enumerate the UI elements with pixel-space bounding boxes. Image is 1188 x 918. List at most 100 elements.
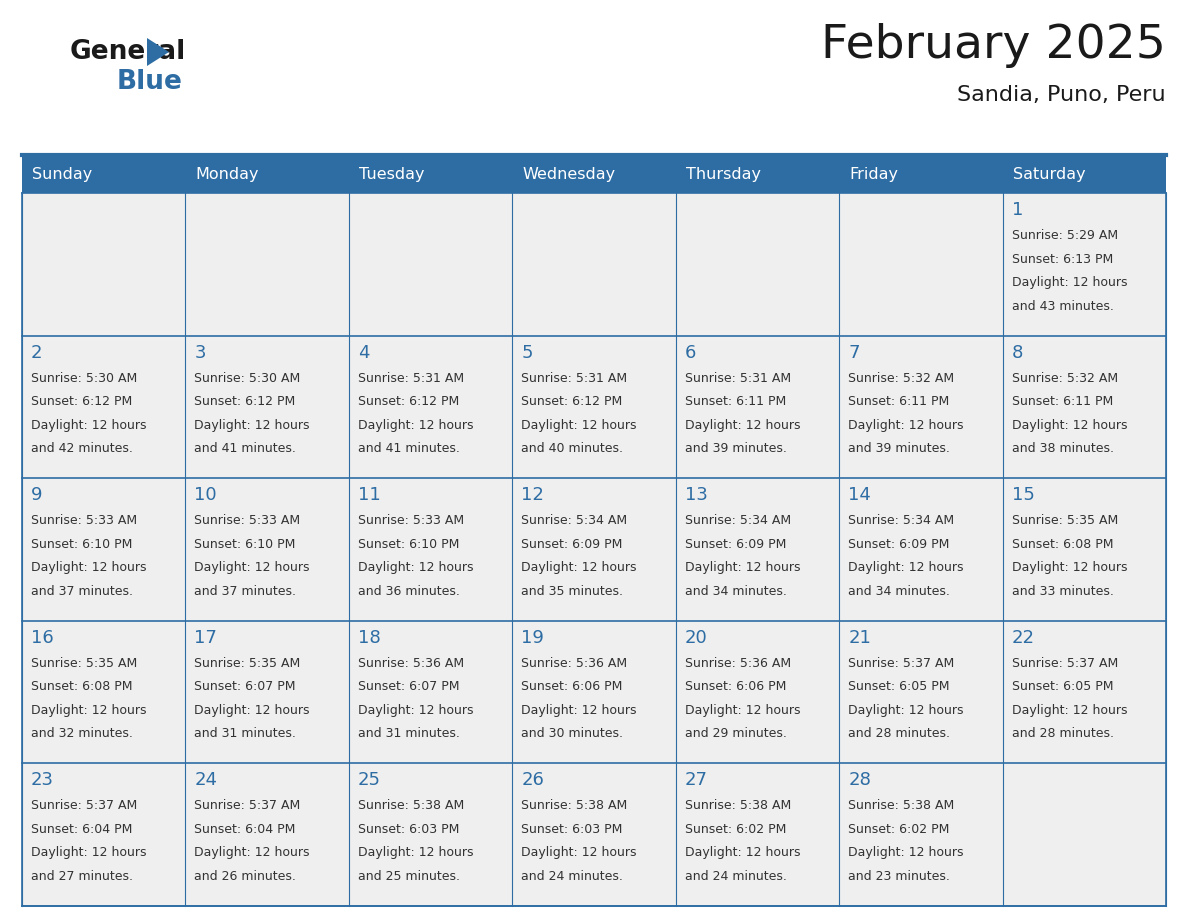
Bar <box>1003 764 1165 906</box>
Text: Sunset: 6:10 PM: Sunset: 6:10 PM <box>195 538 296 551</box>
Text: 23: 23 <box>31 771 53 789</box>
Text: 12: 12 <box>522 487 544 504</box>
Text: and 25 minutes.: and 25 minutes. <box>358 870 460 883</box>
Text: and 41 minutes.: and 41 minutes. <box>195 442 296 455</box>
Text: Sunrise: 5:37 AM: Sunrise: 5:37 AM <box>1011 656 1118 670</box>
Bar <box>676 478 839 621</box>
Text: Daylight: 12 hours: Daylight: 12 hours <box>1011 276 1127 289</box>
Text: 9: 9 <box>31 487 43 504</box>
Text: February 2025: February 2025 <box>821 23 1165 68</box>
Text: 28: 28 <box>848 771 871 789</box>
Text: Daylight: 12 hours: Daylight: 12 hours <box>358 419 473 431</box>
Bar <box>185 478 349 621</box>
Bar <box>349 193 512 336</box>
Text: Daylight: 12 hours: Daylight: 12 hours <box>1011 561 1127 575</box>
Text: Wednesday: Wednesday <box>523 166 615 182</box>
Text: and 41 minutes.: and 41 minutes. <box>358 442 460 455</box>
Text: Daylight: 12 hours: Daylight: 12 hours <box>195 419 310 431</box>
Text: Sunset: 6:10 PM: Sunset: 6:10 PM <box>358 538 460 551</box>
Text: and 34 minutes.: and 34 minutes. <box>684 585 786 598</box>
Text: Sunrise: 5:33 AM: Sunrise: 5:33 AM <box>195 514 301 527</box>
Text: Sunrise: 5:38 AM: Sunrise: 5:38 AM <box>358 800 465 812</box>
Text: Sunset: 6:04 PM: Sunset: 6:04 PM <box>195 823 296 836</box>
Text: and 29 minutes.: and 29 minutes. <box>684 727 786 741</box>
Text: Daylight: 12 hours: Daylight: 12 hours <box>195 704 310 717</box>
Text: and 36 minutes.: and 36 minutes. <box>358 585 460 598</box>
Text: Sunset: 6:06 PM: Sunset: 6:06 PM <box>684 680 786 693</box>
Text: Sunset: 6:12 PM: Sunset: 6:12 PM <box>195 395 296 409</box>
Text: 21: 21 <box>848 629 871 647</box>
Bar <box>349 621 512 764</box>
Text: Sunset: 6:11 PM: Sunset: 6:11 PM <box>848 395 949 409</box>
Text: Sunrise: 5:33 AM: Sunrise: 5:33 AM <box>31 514 137 527</box>
Text: and 39 minutes.: and 39 minutes. <box>848 442 950 455</box>
Bar <box>185 336 349 478</box>
Text: Sunrise: 5:34 AM: Sunrise: 5:34 AM <box>684 514 791 527</box>
Bar <box>23 336 185 478</box>
Text: and 34 minutes.: and 34 minutes. <box>848 585 950 598</box>
Text: Sunrise: 5:31 AM: Sunrise: 5:31 AM <box>522 372 627 385</box>
Text: Daylight: 12 hours: Daylight: 12 hours <box>31 561 146 575</box>
Text: Sunset: 6:03 PM: Sunset: 6:03 PM <box>522 823 623 836</box>
Text: Sunrise: 5:34 AM: Sunrise: 5:34 AM <box>848 514 954 527</box>
Bar <box>185 193 349 336</box>
Text: Sunrise: 5:36 AM: Sunrise: 5:36 AM <box>684 656 791 670</box>
Text: 25: 25 <box>358 771 381 789</box>
Text: Daylight: 12 hours: Daylight: 12 hours <box>848 846 963 859</box>
Bar <box>1003 478 1165 621</box>
Text: Daylight: 12 hours: Daylight: 12 hours <box>358 561 473 575</box>
Text: Sunset: 6:05 PM: Sunset: 6:05 PM <box>848 680 949 693</box>
Text: and 23 minutes.: and 23 minutes. <box>848 870 950 883</box>
Text: and 42 minutes.: and 42 minutes. <box>31 442 133 455</box>
Text: 16: 16 <box>31 629 53 647</box>
Text: Sunrise: 5:35 AM: Sunrise: 5:35 AM <box>1011 514 1118 527</box>
Text: Daylight: 12 hours: Daylight: 12 hours <box>848 561 963 575</box>
Text: Sunrise: 5:30 AM: Sunrise: 5:30 AM <box>31 372 138 385</box>
Bar <box>349 764 512 906</box>
Text: Daylight: 12 hours: Daylight: 12 hours <box>31 704 146 717</box>
Text: Daylight: 12 hours: Daylight: 12 hours <box>358 704 473 717</box>
Text: Sunrise: 5:38 AM: Sunrise: 5:38 AM <box>848 800 954 812</box>
Text: Sunset: 6:08 PM: Sunset: 6:08 PM <box>31 680 133 693</box>
Text: Sunrise: 5:30 AM: Sunrise: 5:30 AM <box>195 372 301 385</box>
Bar <box>185 764 349 906</box>
Bar <box>676 336 839 478</box>
Text: and 30 minutes.: and 30 minutes. <box>522 727 624 741</box>
Text: Daylight: 12 hours: Daylight: 12 hours <box>31 419 146 431</box>
Text: 14: 14 <box>848 487 871 504</box>
Text: Daylight: 12 hours: Daylight: 12 hours <box>1011 704 1127 717</box>
Bar <box>185 621 349 764</box>
Bar <box>512 336 676 478</box>
Text: Daylight: 12 hours: Daylight: 12 hours <box>31 846 146 859</box>
Text: 2: 2 <box>31 343 43 362</box>
Bar <box>676 193 839 336</box>
Bar <box>676 621 839 764</box>
Text: Sunset: 6:03 PM: Sunset: 6:03 PM <box>358 823 460 836</box>
Text: Sunrise: 5:29 AM: Sunrise: 5:29 AM <box>1011 229 1118 242</box>
Text: Sunrise: 5:38 AM: Sunrise: 5:38 AM <box>522 800 627 812</box>
Text: Sunset: 6:09 PM: Sunset: 6:09 PM <box>684 538 786 551</box>
Text: Daylight: 12 hours: Daylight: 12 hours <box>522 419 637 431</box>
Text: 19: 19 <box>522 629 544 647</box>
Text: 11: 11 <box>358 487 380 504</box>
Text: and 28 minutes.: and 28 minutes. <box>848 727 950 741</box>
Text: 15: 15 <box>1011 487 1035 504</box>
Text: Sunday: Sunday <box>32 166 93 182</box>
Text: 1: 1 <box>1011 201 1023 219</box>
Text: Sunrise: 5:36 AM: Sunrise: 5:36 AM <box>522 656 627 670</box>
Text: and 26 minutes.: and 26 minutes. <box>195 870 296 883</box>
Text: and 38 minutes.: and 38 minutes. <box>1011 442 1113 455</box>
Text: Sunset: 6:12 PM: Sunset: 6:12 PM <box>358 395 459 409</box>
Bar <box>839 621 1003 764</box>
Text: and 35 minutes.: and 35 minutes. <box>522 585 624 598</box>
Text: Sunrise: 5:37 AM: Sunrise: 5:37 AM <box>31 800 138 812</box>
Text: Daylight: 12 hours: Daylight: 12 hours <box>684 846 801 859</box>
Bar <box>512 193 676 336</box>
Bar <box>23 764 185 906</box>
Text: 20: 20 <box>684 629 708 647</box>
Text: and 24 minutes.: and 24 minutes. <box>684 870 786 883</box>
Bar <box>1003 336 1165 478</box>
Text: and 40 minutes.: and 40 minutes. <box>522 442 624 455</box>
Text: General: General <box>70 39 187 65</box>
Text: and 32 minutes.: and 32 minutes. <box>31 727 133 741</box>
